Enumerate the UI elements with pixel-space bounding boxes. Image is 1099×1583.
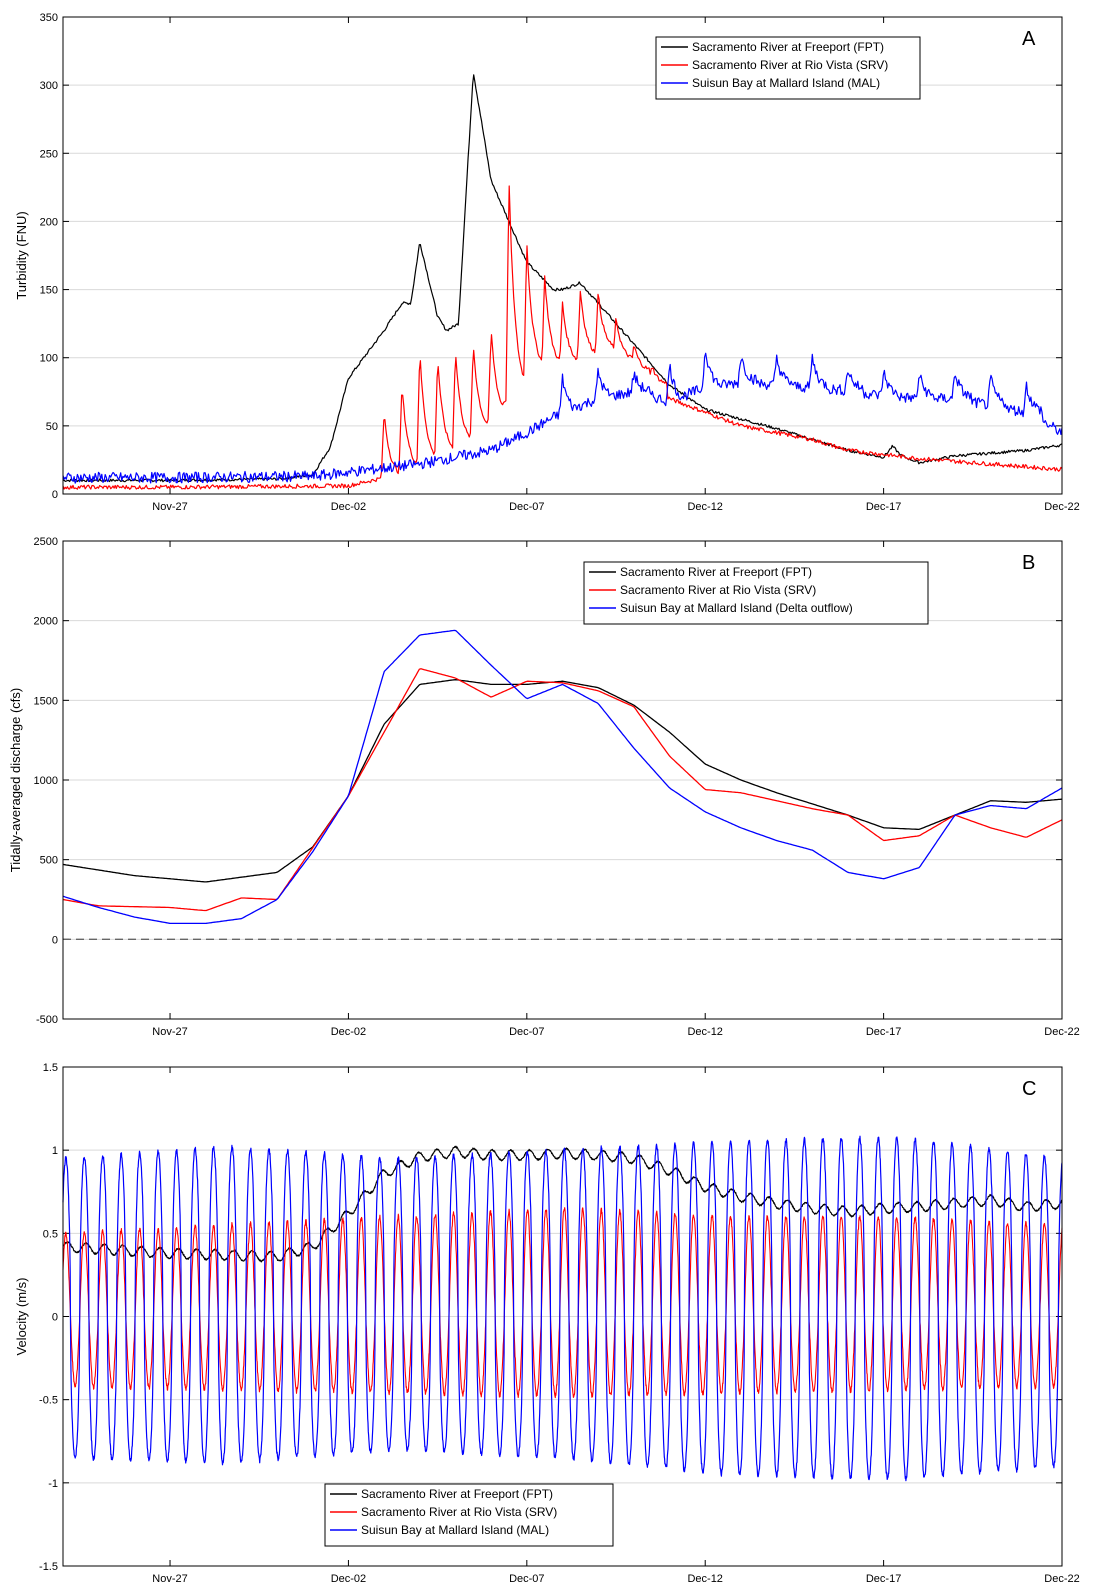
x-tick-label: Nov-27 <box>152 1573 187 1583</box>
x-tick-label: Dec-07 <box>509 1026 544 1038</box>
y-tick-label: 250 <box>40 148 58 160</box>
y-axis-label: Turbidity (FNU) <box>14 211 29 299</box>
y-tick-label: 0 <box>52 934 58 946</box>
y-tick-label: 500 <box>40 855 58 867</box>
legend-entry: Suisun Bay at Mallard Island (MAL) <box>361 1523 549 1537</box>
x-tick-label: Nov-27 <box>152 501 187 513</box>
x-tick-label: Dec-22 <box>1044 501 1079 513</box>
plot-frame <box>62 16 1063 495</box>
x-tick-label: Dec-12 <box>687 1026 722 1038</box>
x-tick-label: Dec-07 <box>509 501 544 513</box>
series-line <box>62 352 1063 484</box>
legend-box <box>655 36 921 100</box>
y-tick-label: 0 <box>52 489 58 501</box>
y-tick-label: 2000 <box>34 616 58 628</box>
plot-frame <box>62 1066 1063 1567</box>
y-tick-label: 0.5 <box>43 1228 58 1240</box>
legend-entry: Sacramento River at Rio Vista (SRV) <box>361 1505 557 1519</box>
panel-letter: B <box>1022 552 1035 574</box>
legend-entry: Suisun Bay at Mallard Island (Delta outf… <box>620 601 853 615</box>
y-axis-label: Velocity (m/s) <box>14 1277 29 1355</box>
y-tick-label: 100 <box>40 353 58 365</box>
y-tick-label: -1.5 <box>39 1561 58 1573</box>
x-tick-label: Nov-27 <box>152 1026 187 1038</box>
chart-panel-B: -500 0 500 1000 1500 2000 2500 Nov-27 Dec-02 Dec-… <box>8 536 1080 1038</box>
series-line <box>62 629 1063 925</box>
legend-box <box>324 1483 614 1547</box>
legend-entry: Sacramento River at Rio Vista (SRV) <box>692 58 888 72</box>
x-tick-label: Dec-02 <box>331 501 366 513</box>
y-tick-label: 350 <box>40 12 58 24</box>
y-tick-label: 200 <box>40 216 58 228</box>
y-tick-label: 1.5 <box>43 1062 58 1074</box>
y-tick-label: -1 <box>48 1478 58 1490</box>
series-line <box>62 74 1063 483</box>
series-line <box>62 668 1063 912</box>
y-axis-label: Tidally-averaged discharge (cfs) <box>8 688 23 872</box>
chart-panel-A: 0 50 100 150 200 250 300 350 Nov-27 Dec-02 Dec-07 D… <box>14 12 1080 513</box>
series-line <box>62 185 1063 490</box>
x-tick-label: Dec-07 <box>509 1573 544 1583</box>
legend-entry: Sacramento River at Freeport (FPT) <box>361 1487 553 1501</box>
y-tick-label: -0.5 <box>39 1395 58 1407</box>
y-tick-label: 150 <box>40 285 58 297</box>
series-line <box>62 1207 1063 1399</box>
plot-frame <box>62 540 1063 1020</box>
y-tick-label: -500 <box>36 1014 58 1026</box>
y-tick-label: 300 <box>40 80 58 92</box>
x-tick-label: Dec-12 <box>687 501 722 513</box>
x-tick-label: Dec-02 <box>331 1573 366 1583</box>
x-tick-label: Dec-22 <box>1044 1573 1079 1583</box>
panel-letter: C <box>1022 1078 1036 1100</box>
y-tick-label: 1 <box>52 1145 58 1157</box>
series-line <box>62 679 1063 883</box>
series-line <box>62 1135 1063 1482</box>
legend-entry: Sacramento River at Freeport (FPT) <box>692 40 884 54</box>
y-tick-label: 50 <box>46 421 58 433</box>
legend-entry: Sacramento River at Rio Vista (SRV) <box>620 583 816 597</box>
x-tick-label: Dec-12 <box>687 1573 722 1583</box>
legend-entry: Suisun Bay at Mallard Island (MAL) <box>692 76 880 90</box>
x-tick-label: Dec-02 <box>331 1026 366 1038</box>
y-tick-label: 2500 <box>34 536 58 548</box>
x-tick-label: Dec-17 <box>866 1026 901 1038</box>
x-tick-label: Dec-17 <box>866 501 901 513</box>
panel-letter: A <box>1022 28 1036 50</box>
y-tick-label: 0 <box>52 1312 58 1324</box>
x-tick-label: Dec-17 <box>866 1573 901 1583</box>
legend-box <box>583 561 929 625</box>
legend-entry: Sacramento River at Freeport (FPT) <box>620 565 812 579</box>
y-tick-label: 1500 <box>34 695 58 707</box>
x-tick-label: Dec-22 <box>1044 1026 1079 1038</box>
y-tick-label: 1000 <box>34 775 58 787</box>
chart-panel-C: -1.5 -1 -0.5 0 0.5 1 1.5 Nov-27 Dec-02 Dec-07 Dec-… <box>14 1062 1080 1583</box>
